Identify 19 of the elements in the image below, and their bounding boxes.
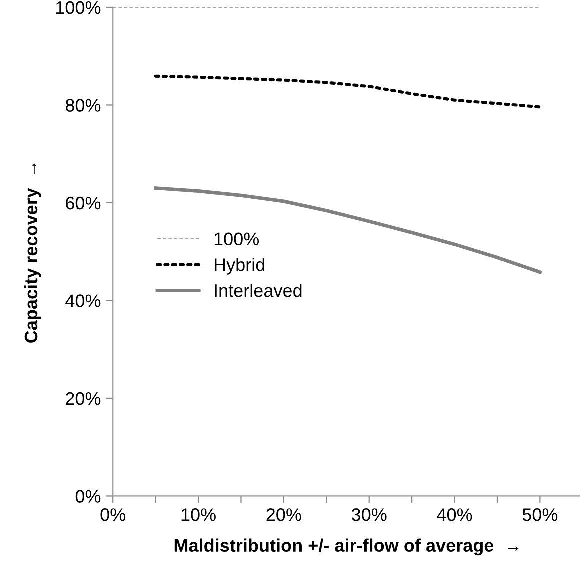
- y-tick-label: 40%: [66, 294, 101, 308]
- y-tick-label: 100%: [56, 1, 101, 14]
- y-tick-label: 60%: [66, 196, 101, 210]
- y-tick-label: 20%: [66, 392, 101, 406]
- x-tick-label: 30%: [352, 508, 387, 522]
- x-axis-title: Maldistribution +/- air-flow of average →: [174, 538, 519, 556]
- x-tick-label: 40%: [437, 508, 472, 522]
- y-tick-label: 80%: [66, 99, 101, 112]
- y-axis-title: Capacity recovery →: [24, 164, 42, 343]
- x-tick-label: 0%: [100, 508, 126, 522]
- line-series: [154, 74, 542, 109]
- legend-label: Interleaved: [215, 284, 302, 298]
- line-series: [154, 186, 542, 274]
- legend-label: Hybrid: [214, 258, 265, 275]
- legend-label: 100%: [214, 232, 260, 246]
- y-tick-label: 0%: [76, 490, 101, 503]
- x-tick-label: 50%: [522, 508, 558, 522]
- x-tick-label: 10%: [182, 508, 216, 522]
- x-tick-label: 20%: [266, 508, 302, 522]
